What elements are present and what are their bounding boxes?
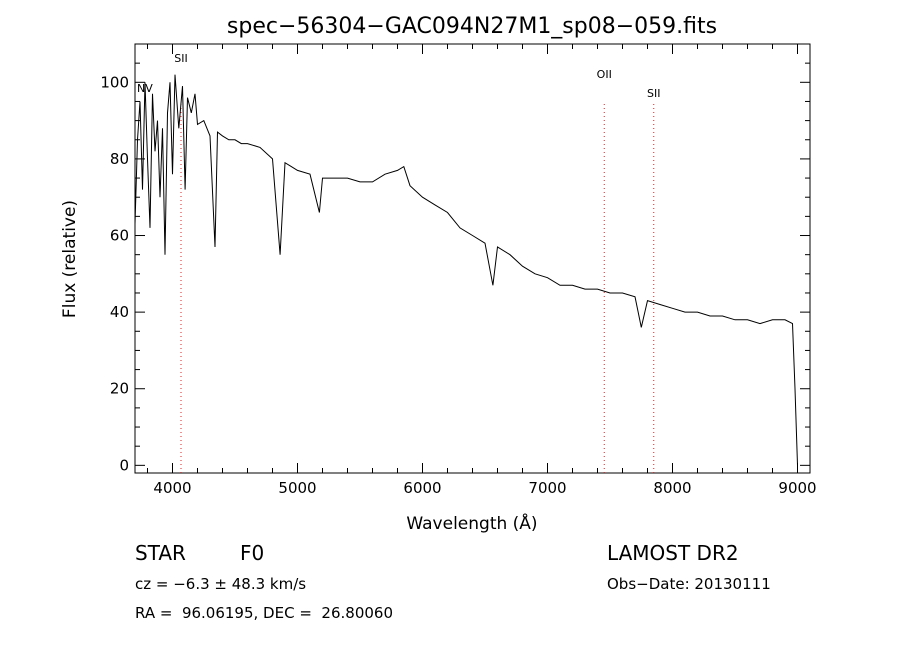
object-type: STAR — [135, 541, 186, 565]
chart-title: spec−56304−GAC094N27M1_sp08−059.fits — [227, 14, 717, 39]
line-marker-label: SII — [647, 87, 660, 100]
x-tick-label: 7000 — [528, 479, 566, 497]
x-axis-label: Wavelength (Å) — [406, 512, 537, 534]
survey-name: LAMOST DR2 — [607, 541, 739, 565]
y-tick-label: 100 — [100, 73, 129, 91]
y-tick-label: 60 — [110, 227, 129, 245]
line-marker-label: SII — [174, 52, 187, 65]
coordinates-text: RA = 96.06195, DEC = 26.80060 — [135, 604, 394, 622]
spectrum-line — [134, 74, 798, 466]
y-axis-label: Flux (relative) — [60, 200, 80, 318]
observation-date: Obs−Date: 20130111 — [607, 575, 771, 593]
redshift-text: cz = −6.3 ± 48.3 km/s — [135, 575, 307, 593]
x-tick-label: 9000 — [778, 479, 816, 497]
y-tick-label: 40 — [110, 303, 129, 321]
y-tick-label: 80 — [110, 150, 129, 168]
plot-frame — [134, 43, 811, 474]
x-tick-label: 4000 — [153, 479, 191, 497]
y-tick-label: 20 — [110, 380, 129, 398]
x-tick-label: 8000 — [653, 479, 691, 497]
x-tick-label: 6000 — [403, 479, 441, 497]
spectral-subclass: F0 — [240, 541, 265, 565]
line-marker-label: OII — [597, 68, 612, 81]
x-tick-label: 5000 — [278, 479, 316, 497]
y-tick-label: 0 — [119, 456, 129, 474]
